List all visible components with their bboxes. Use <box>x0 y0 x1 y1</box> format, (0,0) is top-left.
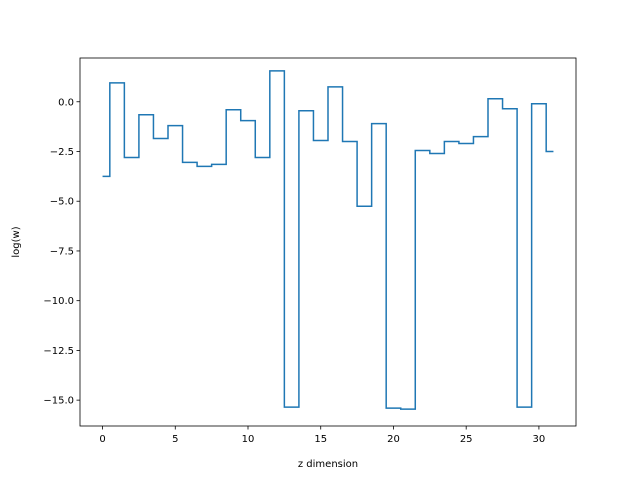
x-tick-label: 10 <box>242 434 255 445</box>
plot-frame <box>79 57 577 427</box>
y-axis-ticks: 0.0 −2.5 −5.0 −7.5 −10.0 −12.5 −15.0 <box>43 97 80 407</box>
y-tick-label: −10.0 <box>43 296 74 307</box>
x-axis-label: z dimension <box>298 459 358 470</box>
y-tick-label: −12.5 <box>43 346 74 357</box>
x-tick-label: 0 <box>99 434 105 445</box>
y-axis-label: log(w) <box>11 226 22 257</box>
x-tick-label: 5 <box>172 434 178 445</box>
x-axis-ticks: 0 5 10 15 20 25 30 <box>99 426 545 445</box>
y-tick-label: −15.0 <box>43 396 74 407</box>
y-tick-label: −5.0 <box>50 197 74 208</box>
y-tick-label: 0.0 <box>58 97 74 108</box>
series-line <box>102 70 554 410</box>
x-tick-label: 15 <box>314 434 327 445</box>
x-tick-label: 30 <box>533 434 546 445</box>
x-tick-label: 20 <box>387 434 400 445</box>
y-tick-label: −2.5 <box>50 147 74 158</box>
x-tick-label: 25 <box>460 434 473 445</box>
y-tick-label: −7.5 <box>50 246 74 257</box>
